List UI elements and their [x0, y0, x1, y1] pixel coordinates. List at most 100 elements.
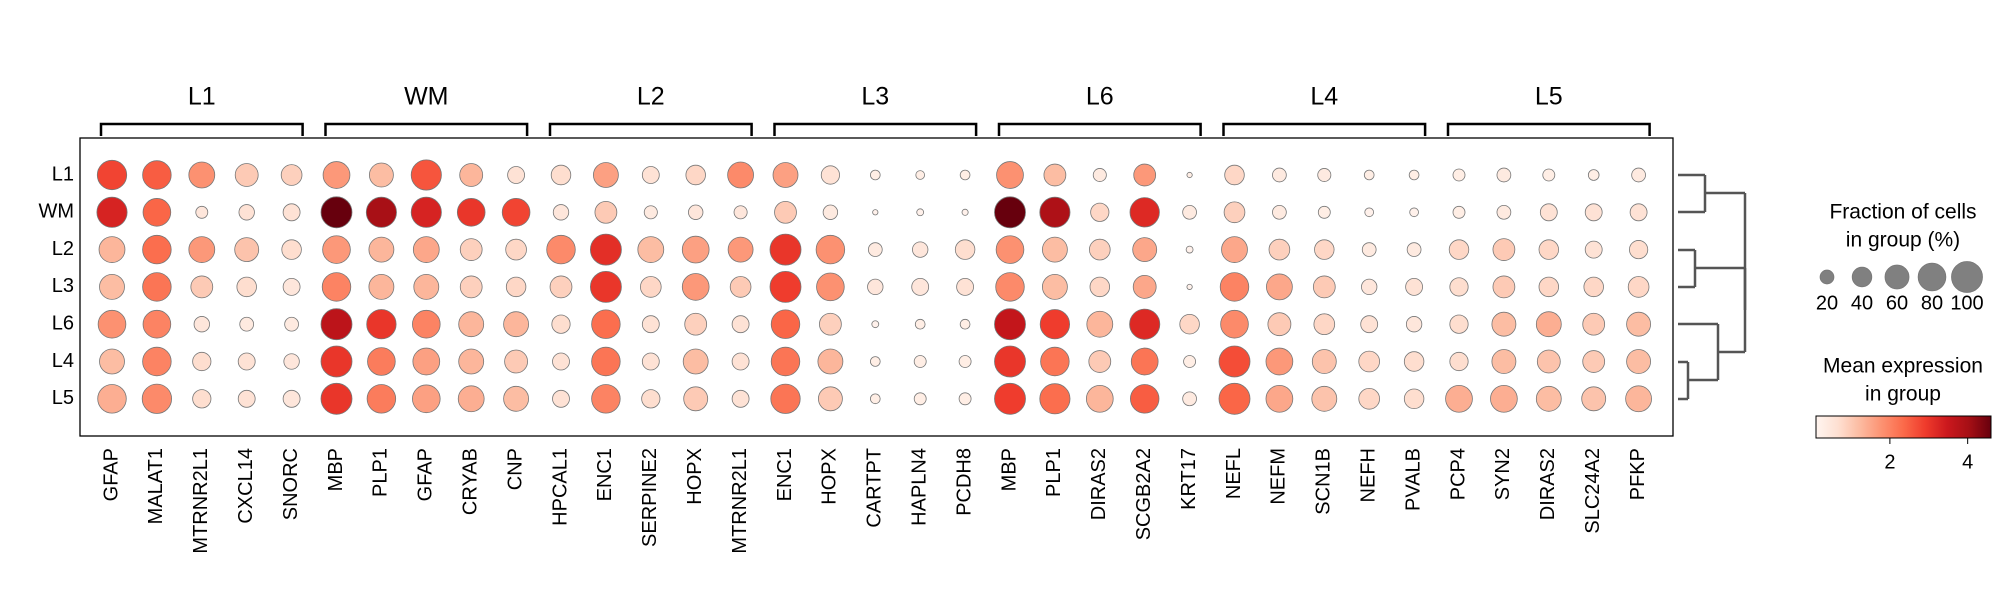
dot: [1403, 351, 1425, 372]
y-tick-label: L2: [52, 238, 74, 260]
dot: [822, 204, 839, 220]
x-tick-label: PVALB: [1402, 448, 1424, 511]
x-tick-label: PCDH8: [953, 448, 975, 516]
x-tick-label: MBP: [998, 448, 1020, 491]
dendrogram-root: [1705, 191, 1747, 310]
x-tick-label: SCGB2A2: [1133, 448, 1155, 540]
dot: [1130, 347, 1159, 376]
size-legend-dot: [1819, 269, 1835, 285]
dot: [1626, 349, 1652, 374]
dot: [1042, 274, 1068, 300]
dot: [456, 198, 486, 227]
dot: [871, 320, 880, 329]
dot: [867, 242, 883, 257]
dot: [1584, 203, 1603, 222]
dot: [283, 353, 300, 370]
dot: [911, 278, 930, 296]
dot: [731, 315, 750, 334]
size-legend-label: 40: [1851, 292, 1873, 314]
dot: [1218, 345, 1251, 378]
dot: [281, 239, 302, 260]
dot: [1132, 237, 1158, 263]
dot: [641, 166, 660, 184]
dot: [459, 275, 483, 299]
dot: [641, 389, 661, 409]
size-legend-title: Fraction of cells: [1829, 201, 1976, 224]
size-legend-dot: [1851, 266, 1873, 288]
dot: [820, 165, 840, 185]
dot: [1129, 308, 1161, 340]
dot: [643, 205, 658, 220]
size-legend-label: 100: [1950, 292, 1983, 314]
x-tick-label: NEFM: [1268, 448, 1290, 505]
x-tick-label: MBP: [325, 448, 347, 491]
dot: [1132, 275, 1157, 299]
dot: [914, 318, 926, 330]
dot: [546, 234, 576, 265]
dot: [684, 312, 708, 336]
dot: [774, 200, 797, 224]
dot: [1314, 239, 1335, 260]
dot: [869, 393, 881, 405]
group-bracket: [548, 122, 753, 136]
dot: [1088, 350, 1112, 373]
dot: [99, 274, 125, 300]
dot: [1452, 168, 1466, 182]
size-legend-label: 20: [1816, 292, 1838, 314]
dot: [913, 355, 927, 368]
dot: [1268, 238, 1291, 261]
x-tick-label: GFAP: [415, 448, 437, 501]
dot: [1221, 236, 1248, 263]
dot: [1627, 276, 1650, 298]
dot: [872, 209, 879, 216]
dot: [1265, 347, 1294, 376]
dot: [591, 309, 621, 339]
y-tick-label: WM: [38, 201, 74, 223]
dot: [322, 235, 351, 264]
dot: [769, 233, 802, 266]
dot: [590, 233, 622, 266]
dot: [412, 309, 441, 339]
dot: [1130, 384, 1160, 414]
dot: [141, 383, 173, 414]
group-label: WM: [404, 83, 448, 111]
dot: [507, 166, 525, 184]
dot: [994, 196, 1026, 229]
dot: [994, 382, 1026, 415]
size-legend-title: in group (%): [1846, 229, 1960, 252]
dot: [282, 389, 301, 408]
dot: [550, 164, 572, 186]
dot: [142, 198, 172, 227]
dot: [142, 309, 172, 339]
dot: [552, 204, 570, 221]
dot: [551, 314, 571, 334]
group-bracket: [1446, 122, 1651, 136]
dot: [234, 237, 260, 263]
dot: [769, 270, 802, 303]
dot: [236, 276, 257, 298]
dot: [321, 272, 352, 302]
dot: [682, 348, 709, 375]
dot: [1452, 205, 1466, 219]
dot: [98, 236, 126, 263]
x-tick-label: SYN2: [1492, 448, 1514, 500]
dot: [412, 384, 441, 414]
dot: [1496, 204, 1512, 220]
dot: [1265, 384, 1294, 413]
dot: [637, 236, 665, 263]
dot: [1267, 312, 1292, 337]
dot: [593, 162, 619, 188]
dot: [284, 316, 299, 332]
x-tick-label: SERPINE2: [639, 448, 661, 547]
y-tick-label: L1: [52, 163, 74, 185]
dot: [239, 316, 255, 332]
y-tick-label: L6: [52, 312, 74, 334]
dot: [459, 238, 483, 261]
dot: [1317, 205, 1331, 219]
dot: [1039, 196, 1071, 228]
dot: [282, 203, 301, 222]
dot: [366, 309, 397, 340]
dot: [505, 238, 527, 261]
dot: [459, 163, 484, 187]
dot: [368, 162, 394, 188]
